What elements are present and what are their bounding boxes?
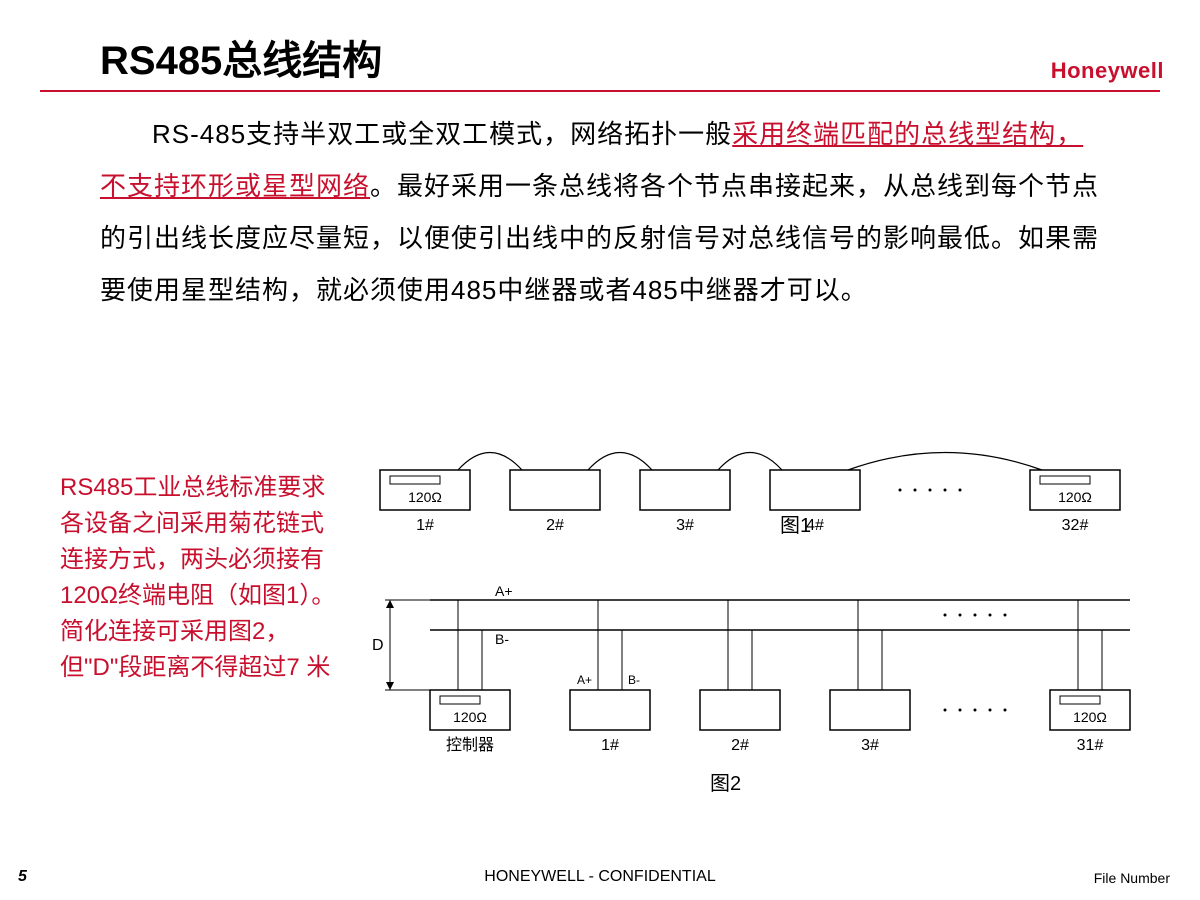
body-paragraph: RS-485支持半双工或全双工模式，网络拓扑一般采用终端匹配的总线型结构，不支持… (100, 108, 1100, 316)
body-part1: RS-485支持半双工或全双工模式，网络拓扑一般 (152, 119, 732, 149)
footer-confidential: HONEYWELL - CONFIDENTIAL (0, 868, 1200, 886)
svg-text:3#: 3# (861, 737, 879, 754)
svg-text:3#: 3# (676, 517, 694, 534)
brand-logo: Honeywell (1051, 58, 1164, 84)
svg-text:120Ω: 120Ω (1073, 709, 1107, 725)
svg-text:1#: 1# (601, 737, 619, 754)
svg-text:2#: 2# (546, 517, 564, 534)
svg-text:图2: 图2 (710, 773, 741, 795)
svg-text:B-: B- (628, 673, 640, 687)
divider (40, 90, 1160, 92)
svg-text:120Ω: 120Ω (408, 489, 442, 505)
svg-text:D: D (372, 637, 384, 654)
side-note: RS485工业总线标准要求各设备之间采用菊花链式连接方式，两头必须接有120Ω终… (60, 470, 340, 686)
svg-text:31#: 31# (1077, 737, 1104, 754)
svg-text:120Ω: 120Ω (1058, 489, 1092, 505)
footer-filenumber: File Number (1094, 870, 1170, 886)
svg-text:控制器: 控制器 (446, 736, 494, 754)
svg-text:2#: 2# (731, 737, 749, 754)
svg-text:32#: 32# (1062, 517, 1089, 534)
slide: RS485总线结构 Honeywell RS-485支持半双工或全双工模式，网络… (0, 0, 1200, 900)
diagram-area: 120Ω1#2#3#4#120Ω32#图1DA+B-120Ω控制器A+B-1#2… (360, 430, 1160, 830)
svg-text:图1: 图1 (780, 515, 811, 537)
svg-text:A+: A+ (495, 583, 513, 599)
svg-text:B-: B- (495, 631, 509, 647)
svg-text:A+: A+ (577, 673, 592, 687)
svg-text:120Ω: 120Ω (453, 709, 487, 725)
svg-text:1#: 1# (416, 517, 434, 534)
page-title: RS485总线结构 (100, 28, 382, 86)
bus-diagram: 120Ω1#2#3#4#120Ω32#图1DA+B-120Ω控制器A+B-1#2… (360, 430, 1160, 830)
